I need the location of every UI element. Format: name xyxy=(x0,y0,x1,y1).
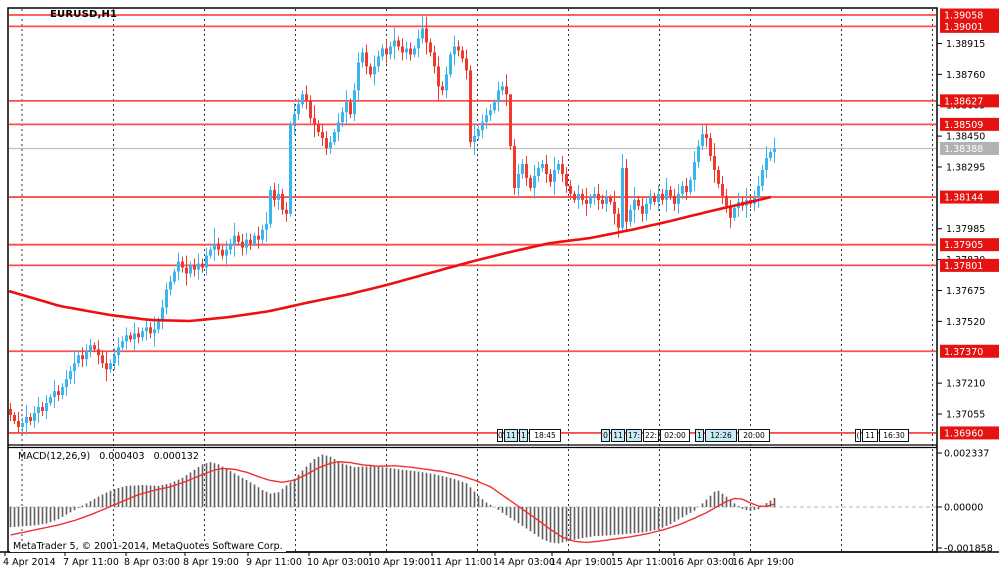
level-price-label: 1.39001 xyxy=(944,22,983,33)
event-tag[interactable]: 22: xyxy=(643,429,659,442)
macd-axis-label: 0.00000 xyxy=(944,503,983,514)
price-tick-label: 1.38915 xyxy=(946,39,985,50)
moving-average-line xyxy=(8,195,772,323)
candles-layer xyxy=(9,15,776,435)
event-tag[interactable]: 02:00 xyxy=(660,429,690,442)
level-price-box xyxy=(940,8,999,22)
level-price-label: 1.37370 xyxy=(944,347,983,358)
time-axis-label: 10 Apr 19:00 xyxy=(368,557,430,568)
macd-axis-label: -0.001858 xyxy=(944,544,993,555)
event-tag[interactable]: 0 xyxy=(601,429,610,442)
current-price-box xyxy=(940,141,999,155)
time-axis-label: 7 Apr 11:00 xyxy=(63,557,119,568)
time-axis-label: 8 Apr 03:00 xyxy=(124,557,180,568)
event-tag-group[interactable]: (11 16:30 xyxy=(855,429,910,442)
level-price-box xyxy=(940,117,999,131)
event-tag[interactable]: 12:26 xyxy=(705,429,737,442)
level-price-box xyxy=(940,94,999,108)
time-axis-label: 14 Apr 19:00 xyxy=(550,557,612,568)
level-price-box xyxy=(940,19,999,33)
macd-indicator-label: MACD(12,26,9) 0.000403 0.000132 xyxy=(18,451,205,462)
level-price-box xyxy=(940,190,999,204)
event-tag[interactable]: 11 xyxy=(611,429,625,442)
event-tag[interactable]: 17: xyxy=(626,429,642,442)
current-price-label: 1.38388 xyxy=(944,144,983,155)
time-axis-label: 11 Apr 11:00 xyxy=(430,557,492,568)
event-tag-group[interactable]: 0 11 1 18:45 xyxy=(497,429,562,442)
level-price-label: 1.36960 xyxy=(944,428,983,439)
time-axis-label: 8 Apr 19:00 xyxy=(183,557,239,568)
time-axis-label: 16 Apr 03:00 xyxy=(672,557,734,568)
event-tag[interactable]: ( xyxy=(855,429,861,442)
price-tick-label: 1.37520 xyxy=(946,317,985,328)
level-price-label: 1.39058 xyxy=(944,11,983,22)
copyright-text: MetaTrader 5, © 2001-2014, MetaQuotes So… xyxy=(10,541,286,552)
event-tag[interactable]: 1 xyxy=(519,429,528,442)
time-axis-label: 10 Apr 03:00 xyxy=(307,557,369,568)
level-price-box xyxy=(940,426,999,440)
level-price-label: 1.37905 xyxy=(944,240,983,251)
event-tag[interactable]: 20:00 xyxy=(738,429,770,442)
time-axis-label: 4 Apr 2014 xyxy=(3,557,56,568)
price-tick-label: 1.37210 xyxy=(946,379,985,390)
price-tick-label: 1.37985 xyxy=(946,224,985,235)
macd-signal-value: 0.000132 xyxy=(153,451,199,462)
event-tag[interactable]: 0 xyxy=(497,429,503,442)
level-price-label: 1.38627 xyxy=(944,96,983,107)
level-price-label: 1.38144 xyxy=(944,193,983,204)
time-axis-label: 9 Apr 11:00 xyxy=(246,557,302,568)
price-tick-label: 1.37055 xyxy=(946,410,985,421)
price-axis[interactable]: 1.389151.387601.386051.384501.382951.379… xyxy=(937,8,999,555)
level-price-box xyxy=(940,258,999,272)
level-price-label: 1.37801 xyxy=(944,261,983,272)
level-price-box xyxy=(940,344,999,358)
macd-hist-value: 0.000403 xyxy=(99,451,145,462)
time-axis-label: 15 Apr 11:00 xyxy=(611,557,673,568)
macd-name: MACD(12,26,9) xyxy=(18,451,91,462)
price-tick-label: 1.37675 xyxy=(946,286,985,297)
time-axis-label: 14 Apr 03:00 xyxy=(493,557,555,568)
level-price-box xyxy=(940,238,999,252)
macd-axis-label: 0.002337 xyxy=(944,449,989,460)
price-tick-label: 1.38450 xyxy=(946,132,985,143)
macd-signal-line xyxy=(10,460,775,544)
event-tag[interactable]: 11 xyxy=(862,429,878,442)
event-tag-group[interactable]: 0 11 17: 22: 02:00 xyxy=(601,429,691,442)
event-tag[interactable]: 16:30 xyxy=(879,429,909,442)
event-tag-group[interactable]: 1 12:26 20:00 xyxy=(695,429,771,442)
price-tick-label: 1.38295 xyxy=(946,162,985,173)
event-tag[interactable]: 1 xyxy=(695,429,704,442)
day-separator-grid xyxy=(21,9,933,551)
level-price-label: 1.38509 xyxy=(944,120,983,131)
chart-frame xyxy=(0,7,999,553)
support-resistance-lines[interactable] xyxy=(9,14,936,434)
event-tag[interactable]: 11 xyxy=(504,429,518,442)
price-tick-label: 1.38760 xyxy=(946,70,985,81)
event-tag[interactable]: 18:45 xyxy=(529,429,561,442)
time-axis-label: 16 Apr 19:00 xyxy=(732,557,794,568)
symbol-timeframe-label: EURUSD,H1 xyxy=(50,9,118,20)
time-axis-ticks xyxy=(4,552,735,556)
